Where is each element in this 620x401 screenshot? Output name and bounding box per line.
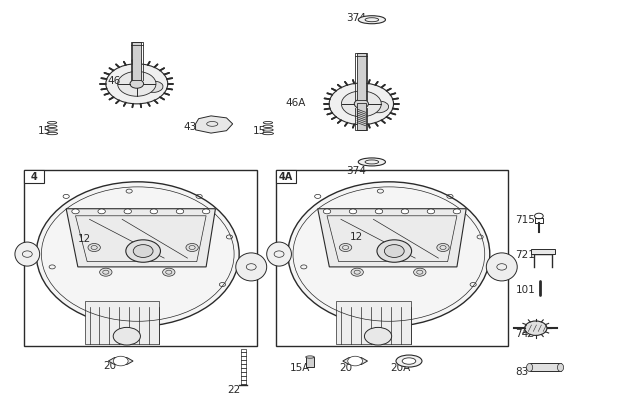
Bar (133, 43, 141, 81)
Text: 374: 374 (347, 165, 366, 175)
Circle shape (100, 269, 112, 277)
Circle shape (130, 80, 144, 89)
Text: 15: 15 (253, 126, 267, 136)
Circle shape (401, 209, 409, 214)
Circle shape (354, 100, 368, 109)
Bar (24, 170, 44, 183)
Text: 101: 101 (515, 284, 535, 294)
Circle shape (118, 72, 156, 97)
Text: 4A: 4A (279, 172, 293, 182)
Circle shape (427, 209, 435, 214)
Bar (85, 302, 159, 344)
Polygon shape (317, 209, 466, 267)
Text: 20: 20 (103, 360, 116, 370)
Text: 12: 12 (350, 231, 363, 241)
Ellipse shape (15, 243, 40, 266)
Text: 20A: 20A (391, 363, 410, 373)
Ellipse shape (306, 356, 314, 358)
Circle shape (349, 209, 356, 214)
Circle shape (437, 244, 449, 252)
Circle shape (202, 209, 210, 214)
Text: 46: 46 (107, 76, 120, 85)
Circle shape (113, 356, 128, 366)
Circle shape (377, 240, 412, 263)
Bar (306, 357, 314, 368)
Text: 22: 22 (227, 385, 241, 395)
Circle shape (414, 269, 426, 277)
Circle shape (133, 245, 153, 258)
Bar (24, 170, 257, 346)
Ellipse shape (370, 102, 389, 113)
Circle shape (384, 245, 404, 258)
Circle shape (351, 269, 363, 277)
Text: 12: 12 (78, 233, 91, 243)
Ellipse shape (358, 17, 386, 25)
Bar (276, 170, 508, 346)
Ellipse shape (288, 182, 490, 326)
Ellipse shape (486, 253, 517, 281)
Ellipse shape (36, 182, 239, 326)
Circle shape (113, 328, 140, 345)
Circle shape (375, 209, 383, 214)
Text: 83: 83 (515, 366, 529, 376)
Ellipse shape (144, 82, 163, 93)
Bar (357, 54, 366, 100)
Ellipse shape (402, 358, 416, 365)
Circle shape (453, 209, 461, 214)
Polygon shape (195, 117, 232, 134)
Text: 43: 43 (184, 122, 197, 132)
Circle shape (88, 244, 100, 252)
Circle shape (329, 84, 394, 126)
Circle shape (72, 209, 79, 214)
Bar (336, 302, 410, 344)
Ellipse shape (358, 158, 386, 166)
Text: 15A: 15A (290, 363, 311, 373)
Circle shape (124, 209, 131, 214)
Circle shape (525, 321, 547, 336)
Bar (276, 170, 296, 183)
Text: 4: 4 (31, 172, 37, 182)
Polygon shape (66, 209, 215, 267)
Circle shape (323, 209, 330, 214)
Circle shape (342, 92, 381, 117)
Polygon shape (343, 358, 368, 365)
Circle shape (106, 65, 168, 105)
Bar (531, 250, 555, 255)
Text: 20: 20 (340, 363, 353, 373)
Text: 743: 743 (515, 328, 535, 338)
Ellipse shape (396, 355, 422, 367)
Text: 15: 15 (38, 126, 51, 136)
Ellipse shape (267, 243, 291, 266)
Circle shape (365, 328, 392, 345)
Circle shape (150, 209, 157, 214)
Ellipse shape (526, 364, 533, 372)
Circle shape (348, 356, 363, 366)
Bar (529, 364, 560, 372)
Text: 721: 721 (515, 249, 535, 259)
Text: 715: 715 (515, 215, 535, 225)
Text: 46A: 46A (285, 97, 306, 107)
Circle shape (186, 244, 198, 252)
Circle shape (98, 209, 105, 214)
Circle shape (339, 244, 352, 252)
Circle shape (126, 240, 161, 263)
Circle shape (176, 209, 184, 214)
Circle shape (162, 269, 175, 277)
Bar (357, 104, 366, 131)
Polygon shape (108, 358, 133, 365)
Text: 374: 374 (347, 12, 366, 22)
Ellipse shape (557, 364, 564, 372)
Ellipse shape (236, 253, 267, 281)
